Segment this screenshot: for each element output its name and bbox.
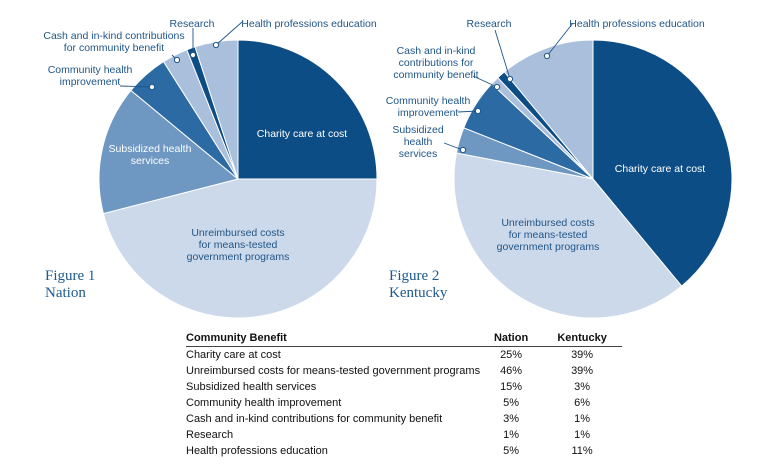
row-nation-value: 5% [503, 445, 520, 457]
nation-label-subsidized-health-services: Subsidized health services [109, 143, 192, 167]
kentucky-slice-charity-care [592, 39, 733, 287]
row-nation-value: 1% [503, 429, 520, 441]
row-kentucky-value: 11% [571, 445, 593, 457]
kentucky-leader-line-research [494, 29, 511, 80]
header-kentucky: Kentucky [557, 332, 607, 344]
kentucky-leader-marker-community-health-improvement [474, 107, 482, 115]
kentucky-leader-line-community-health-improvement [457, 110, 479, 113]
figure-2-number: Figure 2 [389, 268, 440, 284]
figure-1-number: Figure 1 [45, 268, 96, 284]
kentucky-leader-line-health-professions-education [546, 22, 574, 57]
kentucky-slice-unreimbursed-costs [453, 152, 683, 319]
kentucky-label-cash-in-kind-contributions: Cash and in-kind contributions for communi… [393, 45, 478, 81]
row-nation-value: 25% [500, 349, 523, 361]
table-row: Unreimbursed costs for means-tested gove… [186, 363, 622, 379]
kentucky-leader-line-cash-in-kind-contributions [472, 75, 498, 88]
row-nation-value: 46% [500, 365, 523, 377]
figure-1-caption: Figure 1 Nation [45, 268, 95, 302]
row-kentucky-value: 6% [574, 397, 591, 409]
row-label: Unreimbursed costs for means-tested gove… [186, 365, 481, 377]
kentucky-label-community-health-improvement: Community health improvement [386, 95, 471, 119]
row-nation-value: 15% [500, 381, 523, 393]
nation-label-research: Research [170, 18, 215, 30]
table-row: Research 1% 1% [186, 427, 622, 443]
row-label: Health professions education [186, 445, 328, 457]
kentucky-label-research: Research [467, 18, 512, 30]
table-header-row: Community Benefit Nation Kentucky [186, 330, 623, 347]
row-label: Charity care at cost [186, 349, 281, 361]
community-benefit-table: Community Benefit Nation Kentucky Charit… [186, 330, 623, 459]
row-label: Community health improvement [186, 397, 342, 409]
row-kentucky-value: 3% [574, 381, 591, 393]
nation-leader-marker-health-professions-education [212, 41, 220, 49]
nation-leader-line-health-professions-education [215, 21, 243, 46]
nation-slice-charity-care [237, 39, 378, 180]
nation-label-health-professions-education: Health professions education [241, 18, 377, 30]
kentucky-label-charity-care: Charity care at cost [615, 163, 706, 175]
kentucky-label-unreimbursed-costs: Unreimbursed costs for means-tested govern… [497, 217, 600, 253]
table-row: Health professions education 5% 11% [186, 443, 622, 459]
row-kentucky-value: 39% [571, 365, 594, 377]
nation-label-community-health-improvement: Community health improvement [48, 64, 133, 88]
table-row: Charity care at cost 25% 39% [186, 347, 622, 364]
row-kentucky-value: 1% [574, 413, 591, 425]
header-community-benefit: Community Benefit [186, 332, 287, 344]
nation-leader-marker-research [189, 51, 197, 59]
table-row: Subsidized health services 15% 3% [186, 379, 622, 395]
figure-1-title: Nation [45, 285, 86, 301]
kentucky-label-subsidized-health-services: Subsidized health services [392, 124, 444, 160]
kentucky-leader-marker-health-professions-education [543, 52, 551, 60]
kentucky-label-health-professions-education: Health professions education [569, 18, 705, 30]
header-nation: Nation [493, 332, 529, 344]
figure-2-caption: Figure 2 Kentucky [389, 268, 447, 302]
row-nation-value: 5% [503, 397, 520, 409]
nation-slice-unreimbursed-costs [102, 178, 378, 319]
row-kentucky-value: 39% [571, 349, 594, 361]
row-kentucky-value: 1% [574, 429, 591, 441]
nation-leader-marker-cash-in-kind-contributions [173, 56, 181, 64]
row-nation-value: 3% [503, 413, 520, 425]
pie-chart-nation: Charity care at cost Unreimbursed costs fo… [43, 18, 378, 319]
row-label: Cash and in-kind contributions for commu… [186, 413, 443, 425]
charts-canvas: Charity care at cost Unreimbursed costs fo… [43, 18, 733, 319]
kentucky-leader-marker-research [506, 75, 514, 83]
nation-label-unreimbursed-costs: Unreimbursed costs for means-tested govern… [187, 227, 290, 263]
figure-2-title: Kentucky [389, 285, 448, 301]
table-row: Community health improvement 5% 6% [186, 395, 622, 411]
row-label: Subsidized health services [186, 381, 317, 393]
nation-label-cash-in-kind-contributions: Cash and in-kind contributions for commun… [43, 30, 184, 54]
nation-slice-subsidized-health-services [98, 89, 240, 215]
pie-chart-kentucky: Charity care at cost Unreimbursed costs fo… [386, 18, 733, 319]
kentucky-leader-marker-subsidized-health-services [459, 146, 467, 154]
table-row: Cash and in-kind contributions for commu… [186, 411, 622, 427]
kentucky-leader-line-subsidized-health-services [443, 142, 464, 151]
kentucky-leader-marker-cash-in-kind-contributions [493, 83, 501, 91]
nation-label-charity-care: Charity care at cost [257, 128, 348, 140]
nation-slice-health-professions-education [194, 39, 239, 180]
row-label: Research [186, 429, 234, 441]
nation-leader-line-community-health-improvement [119, 85, 153, 88]
nation-leader-marker-community-health-improvement [148, 83, 156, 91]
